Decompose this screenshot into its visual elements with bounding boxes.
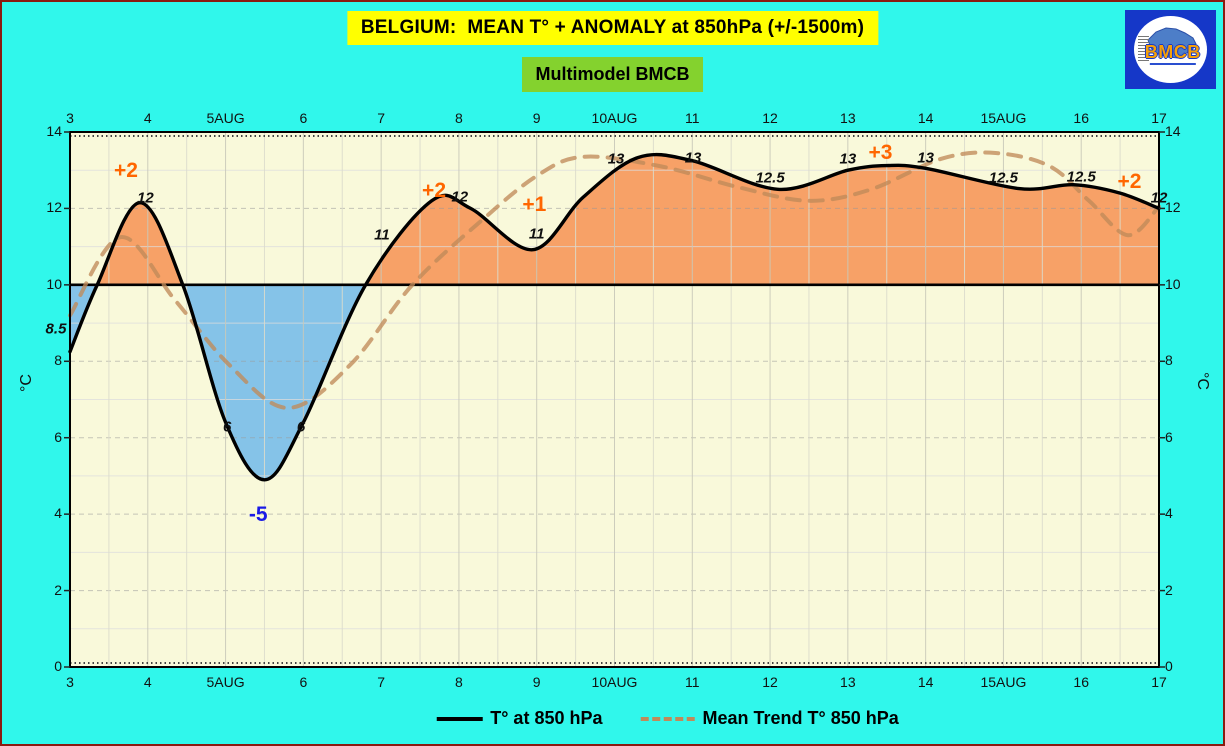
- legend-label-trend: Mean Trend T° 850 hPa: [702, 708, 899, 728]
- logo-circle: BMCB: [1134, 16, 1207, 83]
- chart-legend: T° at 850 hPa Mean Trend T° 850 hPa: [436, 708, 899, 729]
- plot-frame: [69, 131, 1160, 668]
- legend-label-temperature: T° at 850 hPa: [490, 708, 603, 728]
- logo-acronym: BMCB: [1144, 42, 1201, 62]
- logo-subtext-bar: [1149, 63, 1196, 65]
- gridlines: [70, 132, 1159, 667]
- temperature-curve: [68, 152, 1161, 482]
- belgium-map-icon: [1147, 27, 1197, 59]
- bmcb-logo: BMCB: [1125, 10, 1216, 89]
- page-subtitle: Multimodel BMCB: [521, 57, 704, 92]
- trend-curve: [68, 150, 1161, 410]
- cold-anomaly-area: [70, 284, 366, 480]
- solid-line-icon: [436, 716, 483, 721]
- legend-item-trend: Mean Trend T° 850 hPa: [640, 708, 899, 729]
- logo-text-lines: [1138, 36, 1149, 62]
- page-title: BELGIUM: MEAN T° + ANOMALY at 850hPa (+/…: [346, 11, 879, 45]
- dashed-line-icon: [640, 716, 695, 721]
- legend-item-temperature: T° at 850 hPa: [436, 708, 602, 729]
